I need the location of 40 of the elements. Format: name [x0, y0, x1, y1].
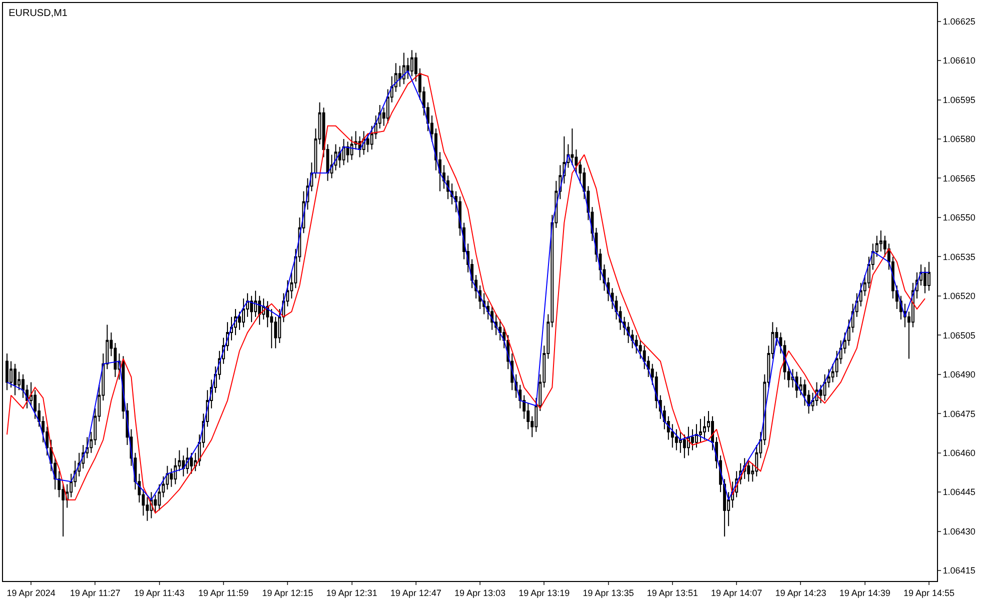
x-tick-label: 19 Apr 12:47 — [390, 588, 442, 598]
y-tick-label: 1.06625 — [942, 16, 976, 26]
x-tick-label: 19 Apr 2024 — [6, 588, 56, 598]
y-tick-label: 1.06505 — [942, 330, 976, 340]
x-tick-label: 19 Apr 13:51 — [646, 588, 698, 598]
x-tick-label: 19 Apr 14:55 — [903, 588, 955, 598]
y-tick-label: 1.06580 — [942, 134, 976, 144]
y-tick-label: 1.06475 — [942, 408, 976, 419]
y-tick-label: 1.06445 — [942, 487, 976, 498]
candlestick — [342, 138, 346, 166]
x-tick-label: 19 Apr 14:07 — [711, 588, 762, 598]
candlestick — [6, 352, 8, 391]
candlestick — [186, 447, 189, 474]
y-tick-label: 1.06415 — [942, 566, 976, 576]
candlestick — [14, 363, 17, 396]
y-tick-label: 1.06520 — [942, 291, 976, 302]
y-tick-label: 1.06535 — [942, 252, 976, 262]
candlestick — [334, 144, 338, 171]
candlestick — [747, 460, 750, 482]
y-tick-label: 1.06610 — [942, 56, 976, 66]
x-tick-label: 19 Apr 13:19 — [518, 588, 570, 598]
x-tick-label: 19 Apr 13:35 — [582, 588, 634, 598]
x-tick-label: 19 Apr 12:31 — [326, 588, 378, 598]
text: EURUSD,M1 — [8, 8, 68, 20]
x-tick-label: 19 Apr 13:03 — [454, 588, 506, 598]
candlestick — [928, 261, 930, 292]
y-tick-label: 1.06550 — [942, 212, 976, 223]
y-tick-label: 1.06430 — [942, 526, 976, 536]
y-tick-label: 1.06595 — [942, 94, 976, 105]
x-tick-label: 19 Apr 11:27 — [70, 588, 120, 598]
candlestick — [402, 52, 406, 85]
y-tick-label: 1.06565 — [942, 173, 976, 184]
x-tick-label: 19 Apr 11:43 — [134, 588, 185, 598]
candlestick — [686, 426, 690, 456]
x-tick-label: 19 Apr 14:23 — [775, 588, 826, 598]
y-tick-label: 1.06460 — [942, 448, 976, 458]
x-tick-label: 19 Apr 12:15 — [262, 588, 314, 598]
x-tick-label: 19 Apr 14:39 — [839, 588, 890, 598]
x-tick-label: 19 Apr 11:59 — [198, 588, 249, 598]
y-tick-label: 1.06490 — [942, 370, 976, 380]
